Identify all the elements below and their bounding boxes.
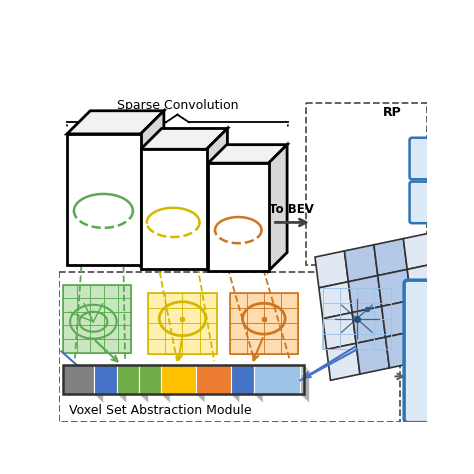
Polygon shape [415, 325, 448, 362]
Polygon shape [378, 269, 411, 306]
Polygon shape [254, 365, 263, 403]
Text: RP: RP [383, 106, 402, 119]
FancyBboxPatch shape [404, 280, 466, 423]
Polygon shape [403, 232, 437, 269]
Text: To BEV: To BEV [269, 203, 314, 216]
Polygon shape [356, 337, 390, 374]
Bar [161, 365, 196, 394]
Polygon shape [327, 343, 360, 380]
Polygon shape [407, 263, 440, 300]
Polygon shape [63, 365, 313, 374]
Bar [148, 292, 217, 354]
Bar [230, 292, 298, 354]
Polygon shape [139, 365, 148, 403]
Polygon shape [208, 163, 268, 271]
Bar [63, 365, 94, 394]
Polygon shape [315, 251, 348, 288]
Polygon shape [67, 134, 141, 265]
Polygon shape [196, 365, 205, 403]
Polygon shape [323, 312, 356, 349]
Bar [94, 365, 118, 394]
Polygon shape [345, 245, 378, 282]
FancyBboxPatch shape [410, 138, 461, 179]
Bar [118, 365, 139, 394]
Bar [230, 365, 254, 394]
Polygon shape [208, 145, 287, 163]
Text: Voxel Set Abstraction Module: Voxel Set Abstraction Module [69, 404, 251, 417]
Polygon shape [94, 365, 103, 403]
Polygon shape [374, 238, 407, 275]
Polygon shape [300, 365, 310, 403]
Polygon shape [230, 365, 240, 403]
Polygon shape [161, 365, 170, 403]
Polygon shape [268, 145, 287, 271]
Polygon shape [67, 111, 164, 134]
Polygon shape [141, 128, 228, 149]
Text: Sparse Convolution: Sparse Convolution [117, 99, 238, 111]
Bar [254, 365, 300, 394]
Polygon shape [118, 365, 127, 403]
Bar [323, 288, 391, 349]
Polygon shape [411, 294, 445, 331]
Polygon shape [382, 300, 415, 337]
Polygon shape [348, 275, 382, 312]
Polygon shape [319, 282, 352, 319]
Polygon shape [352, 306, 385, 343]
Bar [63, 285, 131, 353]
Bar [196, 365, 230, 394]
FancyBboxPatch shape [410, 182, 461, 223]
Polygon shape [207, 128, 228, 269]
Polygon shape [141, 149, 207, 269]
Bar [59, 273, 400, 422]
Bar [139, 365, 161, 394]
Bar [306, 103, 427, 265]
Polygon shape [385, 331, 419, 368]
Polygon shape [141, 111, 164, 265]
Bar [63, 365, 304, 394]
